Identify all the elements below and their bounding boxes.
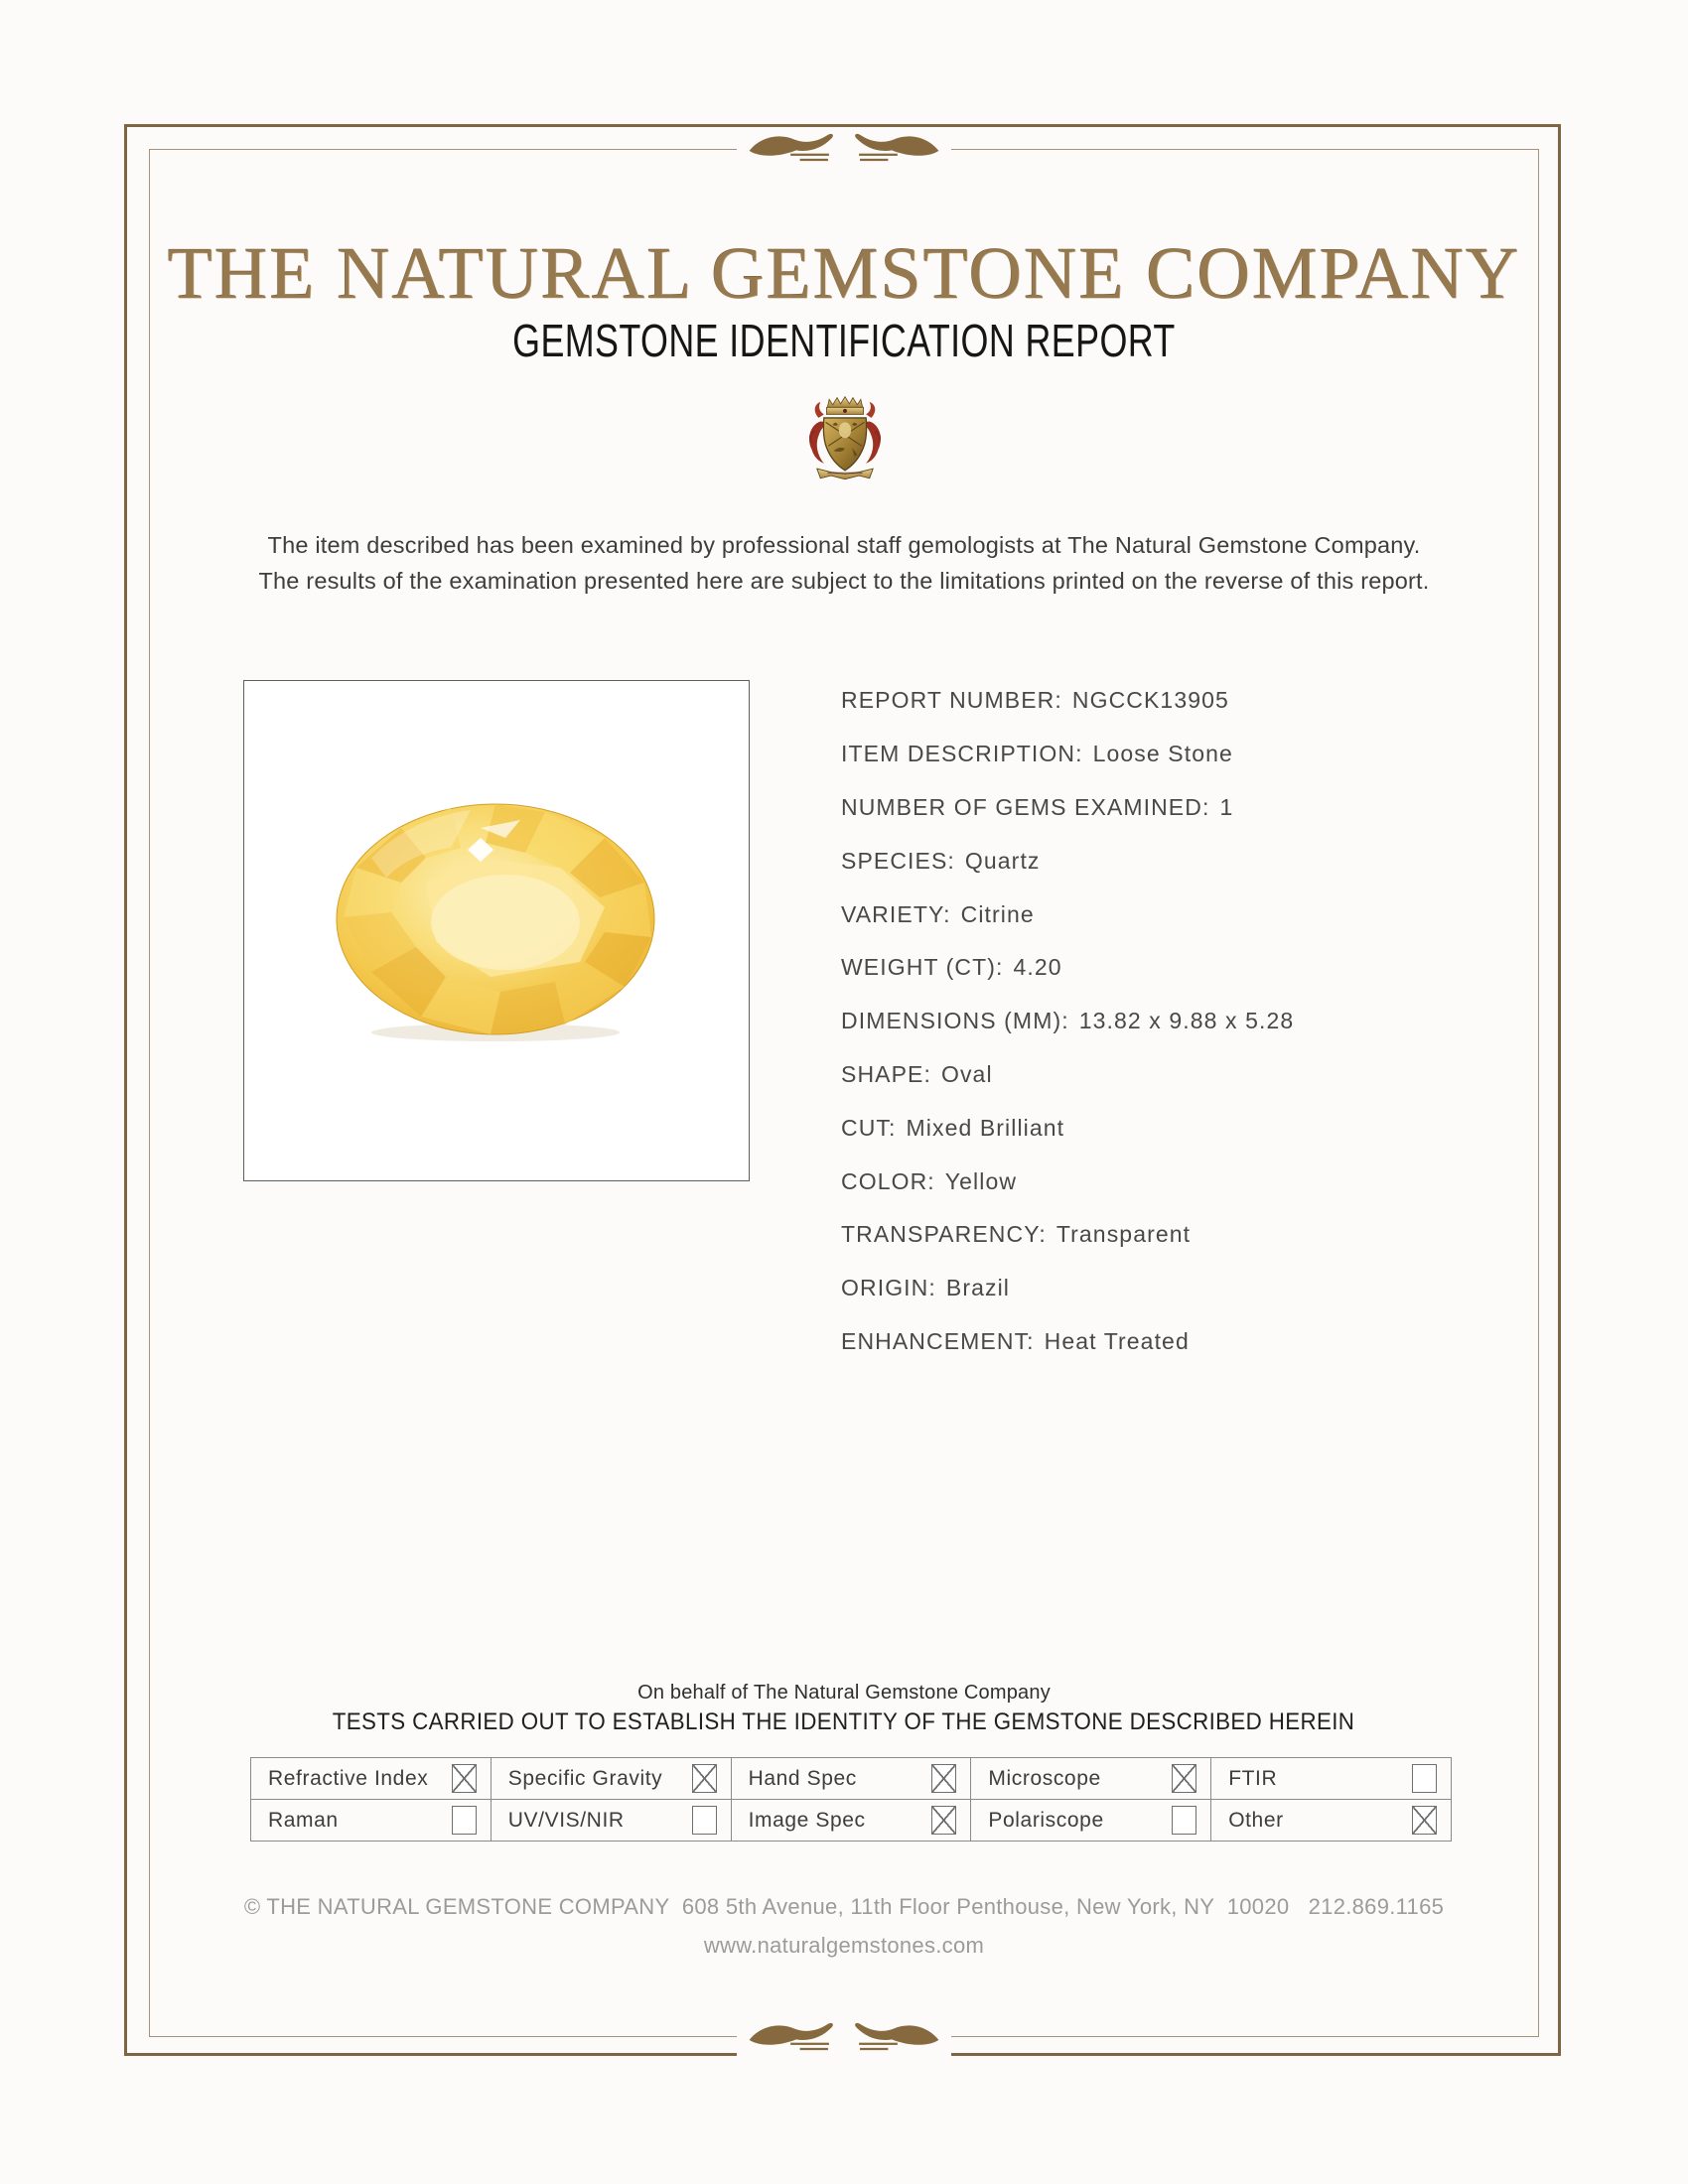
detail-label: ORIGIN: — [841, 1275, 936, 1301]
intro-paragraph: The item described has been examined by … — [0, 527, 1688, 599]
test-cell: Polariscope — [970, 1799, 1212, 1842]
checkbox-checked-icon — [1172, 1764, 1197, 1793]
tests-table: Refractive Index Specific Gravity Hand Spe… — [250, 1757, 1452, 1842]
test-cell: Hand Spec — [730, 1757, 972, 1800]
detail-row: DIMENSIONS (MM): 13.82 x 9.88 x 5.28 — [841, 995, 1477, 1048]
intro-line-1: The item described has been examined by … — [267, 532, 1421, 558]
report-title-text: GEMSTONE IDENTIFICATION REPORT — [512, 315, 1176, 366]
flourish-swirl-icon — [749, 133, 939, 162]
checkbox-unchecked-icon — [691, 1806, 717, 1835]
report-details: REPORT NUMBER: NGCCK13905 ITEM DESCRIPTI… — [841, 674, 1477, 1368]
detail-row: WEIGHT (CT): 4.20 — [841, 941, 1477, 995]
detail-row: REPORT NUMBER: NGCCK13905 — [841, 674, 1477, 728]
test-cell: Other — [1210, 1799, 1452, 1842]
test-label: Specific Gravity — [507, 1766, 663, 1790]
intro-line-2: The results of the examination presented… — [258, 568, 1430, 594]
detail-label: SHAPE: — [841, 1060, 931, 1087]
checkbox-checked-icon — [1412, 1806, 1437, 1835]
checkbox-unchecked-icon — [1412, 1764, 1437, 1793]
report-title: GEMSTONE IDENTIFICATION REPORT — [0, 314, 1688, 367]
detail-row: COLOR: Yellow — [841, 1155, 1477, 1208]
detail-row: TRANSPARENCY: Transparent — [841, 1208, 1477, 1262]
tests-heading-text: TESTS CARRIED OUT TO ESTABLISH THE IDENT… — [333, 1708, 1355, 1735]
company-crest — [800, 395, 890, 491]
tests-heading: TESTS CARRIED OUT TO ESTABLISH THE IDENT… — [0, 1708, 1688, 1736]
detail-label: CUT: — [841, 1114, 897, 1141]
test-label: UV/VIS/NIR — [507, 1808, 625, 1832]
detail-label: TRANSPARENCY: — [841, 1221, 1047, 1248]
flourish-swirl-icon — [749, 2022, 939, 2051]
detail-value: Brazil — [945, 1275, 1010, 1301]
detail-row: ENHANCEMENT: Heat Treated — [841, 1315, 1477, 1369]
detail-value: Oval — [940, 1060, 993, 1087]
checkbox-checked-icon — [691, 1764, 717, 1793]
detail-label: WEIGHT (CT): — [841, 954, 1004, 981]
tests-table-row: Raman UV/VIS/NIR Image Spec Polariscope Othe… — [250, 1799, 1452, 1842]
detail-label: ITEM DESCRIPTION: — [841, 741, 1083, 767]
detail-label: DIMENSIONS (MM): — [841, 1008, 1069, 1034]
detail-value: NGCCK13905 — [1071, 687, 1229, 714]
test-label: Polariscope — [988, 1808, 1104, 1832]
detail-row: CUT: Mixed Brilliant — [841, 1101, 1477, 1155]
detail-value: 4.20 — [1013, 954, 1062, 981]
test-cell: UV/VIS/NIR — [490, 1799, 732, 1842]
detail-label: SPECIES: — [841, 847, 955, 874]
test-label: Raman — [268, 1808, 339, 1832]
detail-value: Mixed Brilliant — [906, 1114, 1065, 1141]
gemstone-photo — [243, 680, 750, 1181]
test-cell: FTIR — [1210, 1757, 1452, 1800]
test-label: Other — [1228, 1808, 1284, 1832]
test-cell: Microscope — [970, 1757, 1212, 1800]
checkbox-unchecked-icon — [1172, 1806, 1197, 1835]
test-cell: Specific Gravity — [490, 1757, 732, 1800]
checkbox-checked-icon — [931, 1764, 957, 1793]
footer-address: © THE NATURAL GEMSTONE COMPANY 608 5th A… — [243, 1894, 1445, 1919]
test-cell: Raman — [250, 1799, 492, 1842]
detail-row: NUMBER OF GEMS EXAMINED: 1 — [841, 781, 1477, 835]
detail-label: VARIETY: — [841, 900, 951, 927]
detail-value: Heat Treated — [1044, 1327, 1190, 1354]
company-name-title: THE NATURAL GEMSTONE COMPANY — [167, 233, 1521, 315]
detail-value: 1 — [1219, 793, 1234, 820]
detail-label: REPORT NUMBER: — [841, 687, 1062, 714]
detail-value: Loose Stone — [1092, 741, 1233, 767]
test-cell: Refractive Index — [250, 1757, 492, 1800]
test-label: Refractive Index — [268, 1766, 429, 1790]
footer-website: www.naturalgemstones.com — [703, 1933, 985, 1958]
decorative-flourish-bottom — [737, 2018, 951, 2056]
detail-row: VARIETY: Citrine — [841, 887, 1477, 941]
citrine-gem-image — [336, 803, 655, 1041]
detail-label: NUMBER OF GEMS EXAMINED: — [841, 793, 1210, 820]
detail-row: ORIGIN: Brazil — [841, 1262, 1477, 1315]
test-label: Hand Spec — [748, 1766, 857, 1790]
heraldic-crest-icon — [809, 395, 881, 480]
test-label: Microscope — [988, 1766, 1101, 1790]
detail-label: ENHANCEMENT: — [841, 1327, 1035, 1354]
detail-value: Quartz — [964, 847, 1041, 874]
test-label: Image Spec — [748, 1808, 866, 1832]
checkbox-unchecked-icon — [451, 1806, 477, 1835]
on-behalf-text: On behalf of The Natural Gemstone Compan… — [637, 1682, 1051, 1704]
tests-table-row: Refractive Index Specific Gravity Hand Spe… — [250, 1757, 1452, 1800]
detail-value: Yellow — [944, 1167, 1018, 1194]
detail-label: COLOR: — [841, 1167, 935, 1194]
detail-value: Transparent — [1055, 1221, 1192, 1248]
test-label: FTIR — [1228, 1766, 1278, 1790]
detail-row: ITEM DESCRIPTION: Loose Stone — [841, 728, 1477, 781]
detail-value: Citrine — [960, 900, 1035, 927]
test-cell: Image Spec — [730, 1799, 972, 1842]
detail-row: SHAPE: Oval — [841, 1048, 1477, 1102]
detail-row: SPECIES: Quartz — [841, 834, 1477, 887]
checkbox-checked-icon — [451, 1764, 477, 1793]
detail-value: 13.82 x 9.88 x 5.28 — [1078, 1008, 1295, 1034]
decorative-flourish-top — [737, 129, 951, 167]
checkbox-checked-icon — [931, 1806, 957, 1835]
